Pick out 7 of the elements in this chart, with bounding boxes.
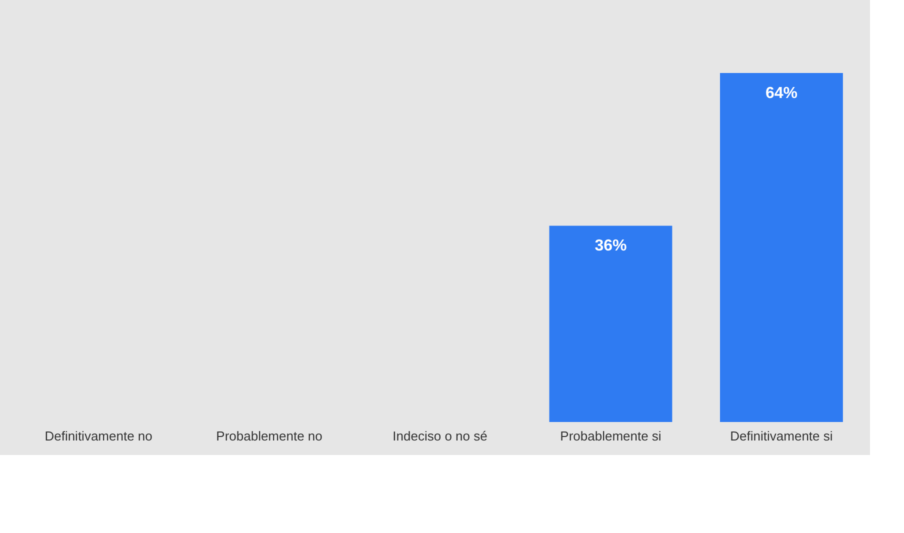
x-tick-label: Probablemente no [216, 428, 322, 444]
x-tick-label: Definitivamente si [730, 428, 833, 444]
x-tick-label: Probablemente si [560, 428, 662, 444]
x-tick-label: Definitivamente no [44, 428, 152, 444]
data-label: 36% [594, 238, 627, 255]
x-tick-label: Indeciso o no sé [392, 428, 488, 444]
data-label: 64% [765, 85, 798, 102]
